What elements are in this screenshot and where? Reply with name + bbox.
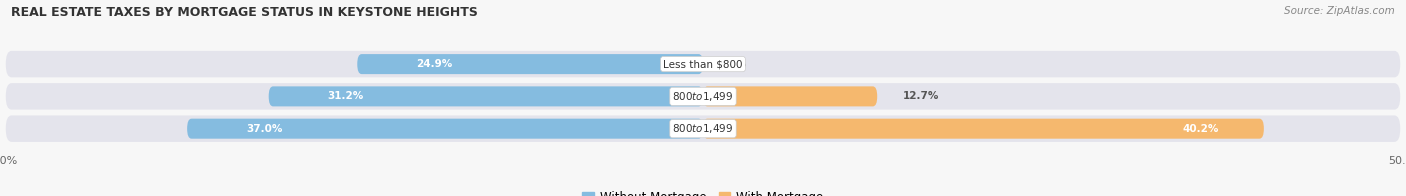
FancyBboxPatch shape [269, 86, 703, 106]
Text: 37.0%: 37.0% [246, 124, 283, 134]
FancyBboxPatch shape [6, 115, 1400, 142]
FancyBboxPatch shape [6, 83, 1400, 110]
Text: 12.7%: 12.7% [903, 91, 939, 101]
Text: $800 to $1,499: $800 to $1,499 [672, 122, 734, 135]
Text: 24.9%: 24.9% [416, 59, 453, 69]
Text: Less than $800: Less than $800 [664, 59, 742, 69]
Text: Source: ZipAtlas.com: Source: ZipAtlas.com [1284, 6, 1395, 16]
FancyBboxPatch shape [187, 119, 703, 139]
Text: 0.0%: 0.0% [717, 59, 747, 69]
Legend: Without Mortgage, With Mortgage: Without Mortgage, With Mortgage [582, 191, 824, 196]
Text: 31.2%: 31.2% [328, 91, 364, 101]
Text: $800 to $1,499: $800 to $1,499 [672, 90, 734, 103]
FancyBboxPatch shape [6, 51, 1400, 77]
FancyBboxPatch shape [357, 54, 703, 74]
Text: REAL ESTATE TAXES BY MORTGAGE STATUS IN KEYSTONE HEIGHTS: REAL ESTATE TAXES BY MORTGAGE STATUS IN … [11, 6, 478, 19]
FancyBboxPatch shape [703, 119, 1264, 139]
FancyBboxPatch shape [703, 86, 877, 106]
Text: 40.2%: 40.2% [1182, 124, 1219, 134]
